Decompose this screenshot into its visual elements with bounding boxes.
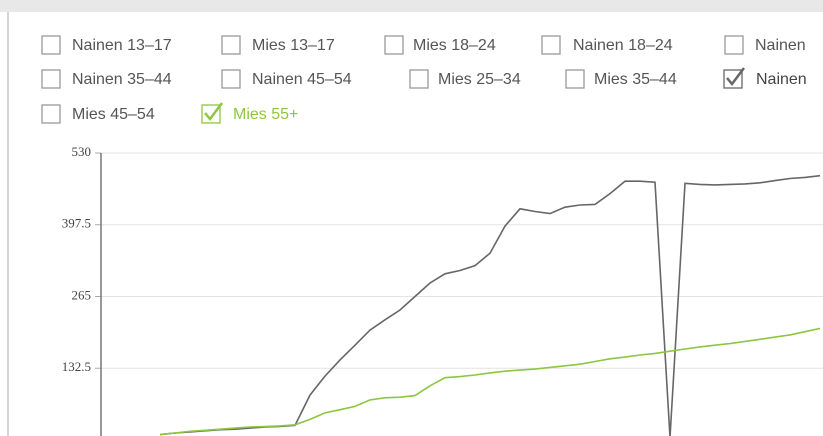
checkbox[interactable] <box>41 104 61 124</box>
check-mark[interactable] <box>726 67 745 87</box>
top-bar <box>0 0 823 12</box>
legend-label[interactable]: Nainen 18–24 <box>573 37 673 54</box>
checkbox[interactable] <box>41 69 61 89</box>
check-mark[interactable] <box>204 102 223 122</box>
checkbox[interactable] <box>201 104 221 124</box>
checkbox[interactable] <box>541 35 561 55</box>
series-line <box>159 327 821 436</box>
checkbox[interactable] <box>41 35 61 55</box>
checkbox[interactable] <box>565 69 585 89</box>
checkbox[interactable] <box>221 69 241 89</box>
y-tick-label: 397.5 <box>62 216 91 231</box>
legend-label[interactable]: Nainen <box>755 37 806 54</box>
y-tick-label: 265 <box>72 287 92 302</box>
checkbox[interactable] <box>221 35 241 55</box>
legend-label[interactable]: Nainen <box>756 71 807 88</box>
checkbox[interactable] <box>409 69 429 89</box>
legend-label[interactable]: Mies 55+ <box>233 106 298 123</box>
checkbox[interactable] <box>384 35 404 55</box>
checkbox[interactable] <box>723 69 743 89</box>
legend-label[interactable]: Nainen 45–54 <box>252 71 352 88</box>
y-tick-label: 132.5 <box>62 359 91 374</box>
checkbox[interactable] <box>724 35 744 55</box>
legend-label[interactable]: Mies 25–34 <box>438 71 521 88</box>
legend-label[interactable]: Mies 45–54 <box>72 106 155 123</box>
legend-label[interactable]: Mies 18–24 <box>413 37 496 54</box>
legend-label[interactable]: Mies 13–17 <box>252 37 335 54</box>
legend-label[interactable]: Nainen 13–17 <box>72 37 172 54</box>
legend-label[interactable]: Nainen 35–44 <box>72 71 172 88</box>
y-tick-label: 530 <box>72 144 92 159</box>
legend-label[interactable]: Mies 35–44 <box>594 71 677 88</box>
